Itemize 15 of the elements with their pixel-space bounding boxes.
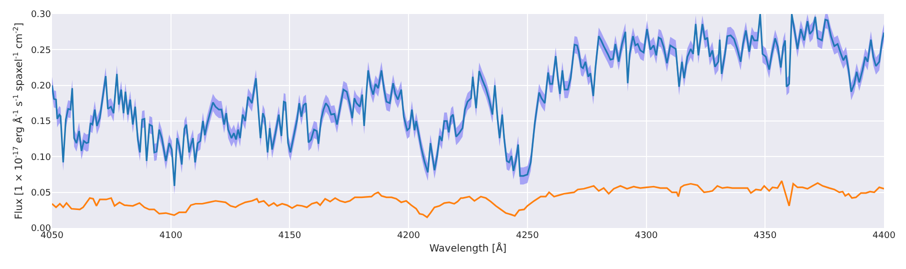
- y-tick-label: 0.05: [30, 188, 51, 198]
- x-tick-label: 4200: [397, 231, 420, 241]
- x-tick-label: 4100: [159, 231, 183, 241]
- y-tick-label: 0.25: [30, 46, 51, 56]
- x-tick-label: 4300: [634, 231, 658, 241]
- y-tick-label: 0.15: [30, 117, 51, 128]
- x-tick-label: 4150: [278, 231, 302, 241]
- x-tick-label: 4400: [872, 231, 896, 241]
- y-tick-label: 0.30: [30, 10, 52, 20]
- x-tick-label: 4250: [516, 231, 540, 241]
- x-axis-title: Wavelength [Å]: [429, 242, 507, 254]
- line-series: [52, 180, 884, 218]
- y-tick-label: 0.20: [30, 81, 52, 92]
- x-tick-label: 4350: [754, 231, 777, 241]
- y-tick-label: 0.10: [30, 152, 52, 163]
